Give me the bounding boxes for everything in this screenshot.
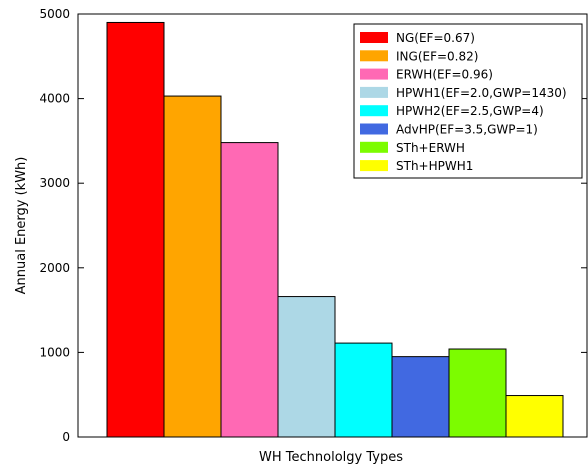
y-tick-label: 3000 [39,176,70,190]
bar-erwh-ef-0-96 [220,142,279,438]
legend-swatch [360,68,388,80]
bars-group [106,21,564,438]
y-axis-label: Annual Energy (kWh) [14,157,29,295]
legend-swatch [360,50,388,62]
legend-label: STh+HPWH1 [396,159,473,173]
legend-swatch [360,86,388,98]
y-axis: 0 1000 2000 3000 4000 5000 [39,7,587,444]
y-tick-label: 4000 [39,92,70,106]
bar-hpwh1-ef-2-0-gwp-1430 [277,296,336,438]
bar-sth-erwh [448,348,507,438]
legend-label: ERWH(EF=0.96) [396,68,493,82]
legend-swatch [360,141,388,153]
plot-frame [77,13,588,438]
y-tick-label: 1000 [39,345,70,359]
bar-sth-hpwh1 [505,395,564,438]
y-tick-label: 2000 [39,261,70,275]
legend: NG(EF=0.67) ING(EF=0.82) ERWH(EF=0.96) HPWH… [353,23,583,179]
x-axis-label: WH Technololgy Types [259,450,403,465]
legend-label: AdvHP(EF=3.5,GWP=1) [396,123,538,137]
legend-swatch [360,160,388,172]
legend-label: STh+ERWH [396,141,465,155]
legend-label: NG(EF=0.67) [396,31,475,45]
bar-ng-ef-0-67 [106,21,165,438]
legend-swatch [360,105,388,117]
legend-label: ING(EF=0.82) [396,49,478,63]
y-tick-label: 5000 [39,7,70,21]
bar-hpwh2-ef-2-5-gwp-4 [334,342,393,438]
legend-box [353,23,583,179]
legend-swatch [360,32,388,43]
legend-label: HPWH1(EF=2.0,GWP=1430) [396,86,567,100]
bar-advhp-ef-3-5-gwp-1 [391,356,450,438]
y-tick-label: 0 [62,430,70,444]
legend-swatch [360,123,388,135]
bar-ing-ef-0-82 [163,95,222,438]
legend-label: HPWH2(EF=2.5,GWP=4) [396,104,544,118]
